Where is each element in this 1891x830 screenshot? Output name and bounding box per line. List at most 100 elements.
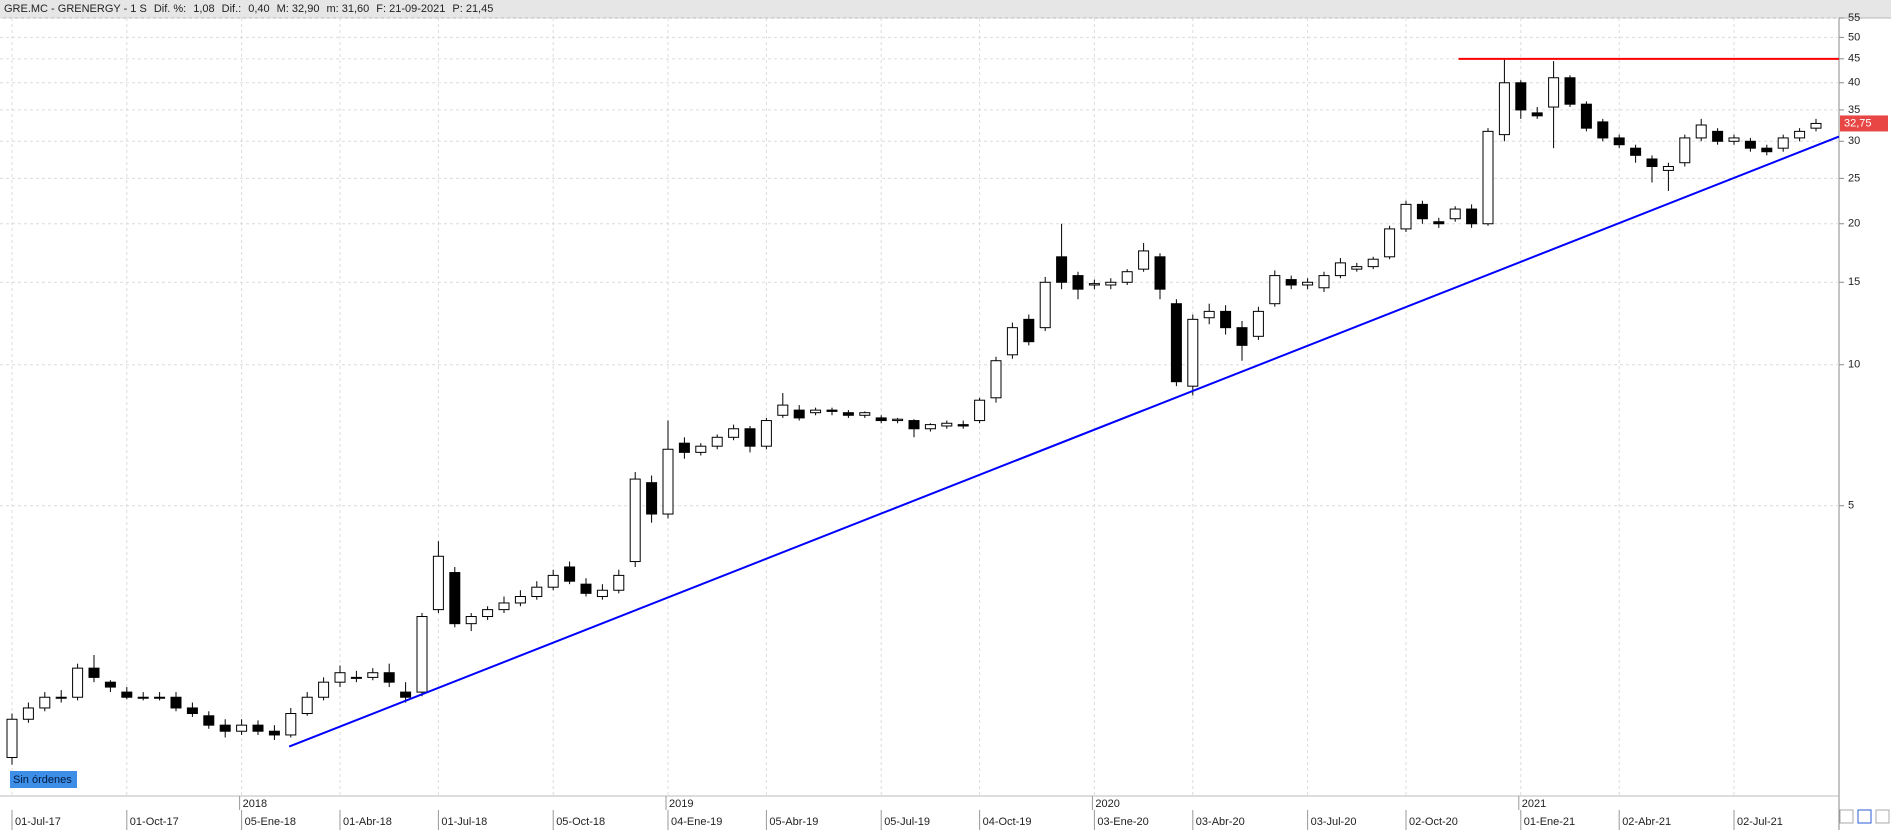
- candle-body: [1728, 137, 1740, 142]
- x-tick-label: 01-Jul-17: [15, 816, 61, 828]
- candle-body: [465, 616, 477, 625]
- candle-body: [1597, 121, 1609, 139]
- candle-body: [1548, 77, 1560, 108]
- candle-body: [383, 672, 395, 683]
- x-tick-label: 04-Ene-19: [671, 816, 722, 828]
- candle-body: [334, 672, 346, 683]
- candle-body: [990, 360, 1002, 399]
- candle-body: [1498, 82, 1510, 136]
- candle-body: [219, 724, 231, 732]
- x-tick-label: 04-Oct-19: [983, 816, 1032, 828]
- candle-body: [1416, 203, 1428, 220]
- candle-body: [1302, 281, 1314, 286]
- candle-body: [268, 730, 280, 736]
- candle-body: [842, 412, 854, 416]
- candle-body: [1138, 250, 1150, 270]
- candle-body: [1334, 262, 1346, 277]
- candle-body: [1056, 256, 1068, 283]
- candle-body: [1449, 208, 1461, 220]
- year-label: 2019: [669, 798, 693, 810]
- x-tick-label: 05-Abr-19: [769, 816, 818, 828]
- candle-body: [1712, 130, 1724, 142]
- candle-body: [72, 667, 84, 698]
- candle-body: [1318, 275, 1330, 289]
- candle-body: [1695, 124, 1707, 139]
- candle-body: [1220, 310, 1232, 329]
- icon[interactable]: [1839, 809, 1854, 824]
- x-tick-label: 01-Jul-18: [441, 816, 487, 828]
- icon[interactable]: [1857, 809, 1872, 824]
- x-tick-label: 05-Oct-18: [556, 816, 605, 828]
- candle-body: [875, 417, 887, 422]
- candle-body: [1252, 310, 1264, 337]
- candle-body: [1187, 318, 1199, 387]
- corner-icons: [1839, 809, 1890, 824]
- candle-body: [777, 404, 789, 416]
- candle-body: [449, 572, 461, 625]
- header-field: Dif.:: [222, 3, 242, 15]
- header-field: 0,40: [248, 3, 269, 15]
- candle-body: [1630, 147, 1642, 156]
- candle-body: [1679, 137, 1691, 164]
- candle-body: [1384, 228, 1396, 258]
- year-label: 2021: [1522, 798, 1546, 810]
- candle-body: [1466, 208, 1478, 225]
- candle-body: [1203, 310, 1215, 319]
- orders-button-bg[interactable]: [10, 771, 77, 788]
- candle-body: [88, 667, 100, 678]
- y-tick-label: 35: [1848, 104, 1860, 116]
- candle-body: [432, 555, 444, 611]
- y-tick-label: 55: [1848, 12, 1860, 24]
- year-label: 2020: [1095, 798, 1119, 810]
- header-field: m: 31,60: [326, 3, 369, 15]
- trend-line: [288, 135, 1840, 748]
- candle-body: [678, 442, 690, 453]
- last-price-tag: [1840, 115, 1888, 132]
- candle-body: [1580, 103, 1592, 129]
- candle-body: [1023, 318, 1035, 343]
- candle-body: [760, 420, 772, 447]
- x-tick-label: 05-Jul-19: [884, 816, 930, 828]
- y-tick-label: 15: [1848, 276, 1860, 288]
- candle-body: [547, 574, 559, 588]
- candle-body: [892, 418, 904, 422]
- candle-body: [1269, 275, 1281, 305]
- orders-button[interactable]: Sin órdenes: [13, 774, 72, 786]
- candle-body: [629, 478, 641, 563]
- candle-body: [39, 696, 51, 709]
- candle-body: [104, 681, 116, 688]
- y-tick-label: 5: [1848, 500, 1854, 512]
- header-field: Dif. %:: [154, 3, 186, 15]
- y-tick-label: 50: [1848, 31, 1860, 43]
- candle-body: [1088, 283, 1100, 286]
- candle-body: [1121, 271, 1133, 283]
- candle-body: [580, 583, 592, 594]
- candle-body: [137, 696, 149, 699]
- candle-body: [252, 724, 264, 732]
- candle-body: [531, 586, 543, 598]
- header-field: F: 21-09-2021: [376, 3, 445, 15]
- candle-body: [1646, 158, 1658, 168]
- candle-body: [1072, 275, 1084, 290]
- candle-body: [318, 681, 330, 698]
- candle-body: [941, 422, 953, 427]
- candle-body: [974, 399, 986, 422]
- candle-body: [908, 420, 920, 430]
- candle-body: [826, 409, 838, 412]
- y-tick-label: 20: [1848, 218, 1860, 230]
- candle-body: [744, 428, 756, 447]
- candle-body: [1761, 147, 1773, 153]
- candle-body: [711, 436, 723, 447]
- candle-body: [662, 448, 674, 515]
- y-tick-label: 45: [1848, 53, 1860, 65]
- candle-body: [1794, 130, 1806, 139]
- icon[interactable]: [1875, 809, 1890, 824]
- candle-body: [1564, 77, 1576, 105]
- candle-body: [1170, 303, 1182, 383]
- candle-body: [1515, 82, 1527, 111]
- candle-body: [957, 424, 969, 427]
- candle-body: [154, 696, 166, 699]
- candle-body: [1367, 258, 1379, 268]
- x-tick-label: 05-Ene-18: [245, 816, 296, 828]
